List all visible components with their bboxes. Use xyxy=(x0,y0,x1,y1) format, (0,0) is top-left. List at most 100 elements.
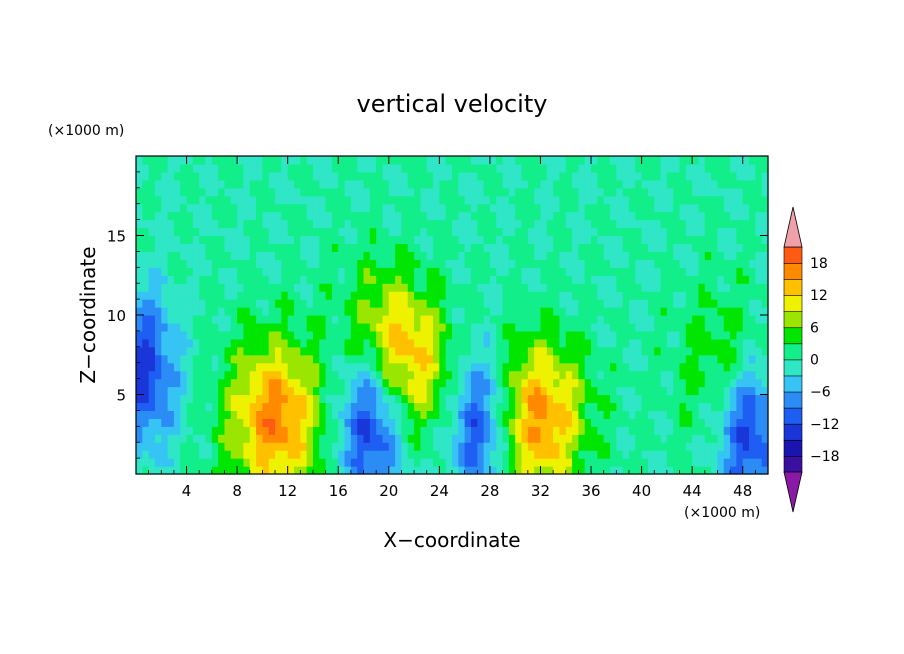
heatmap-cell xyxy=(508,195,516,205)
heatmap-cell xyxy=(616,179,624,189)
heatmap-cell xyxy=(502,402,510,411)
heatmap-cell xyxy=(603,187,611,197)
heatmap-cell xyxy=(161,267,169,276)
x-tick-label: 48 xyxy=(733,482,752,500)
heatmap-cell xyxy=(338,442,346,451)
heatmap-cell xyxy=(275,338,282,348)
heatmap-cell xyxy=(395,187,403,197)
heatmap-cell xyxy=(376,386,384,396)
heatmap-cell xyxy=(654,219,662,229)
heatmap-cell xyxy=(534,330,542,340)
heatmap-cell xyxy=(502,458,510,467)
heatmap-cell xyxy=(199,450,207,459)
heatmap-cell xyxy=(395,458,403,467)
heatmap-cell xyxy=(230,330,238,340)
heatmap-cell xyxy=(376,307,384,316)
heatmap-cell xyxy=(382,291,390,300)
heatmap-cell xyxy=(628,458,636,467)
heatmap-cell xyxy=(578,434,586,443)
heatmap-cell xyxy=(211,243,219,252)
heatmap-cell xyxy=(553,291,561,300)
heatmap-cell xyxy=(445,330,453,340)
heatmap-cell xyxy=(489,418,497,427)
heatmap-cell xyxy=(704,283,712,292)
heatmap-cell xyxy=(237,275,245,284)
heatmap-cell xyxy=(136,291,143,300)
heatmap-cell xyxy=(742,338,750,348)
colorbar-min-extension xyxy=(783,471,803,513)
heatmap-cell xyxy=(173,227,181,237)
heatmap-cell xyxy=(205,338,213,348)
heatmap-cell xyxy=(388,458,396,467)
heatmap-cell xyxy=(218,203,226,213)
heatmap-cell xyxy=(736,346,744,356)
heatmap-cell xyxy=(287,299,295,308)
heatmap-cell xyxy=(363,330,371,340)
heatmap-cell xyxy=(142,307,150,316)
heatmap-cell xyxy=(148,171,156,181)
heatmap-cell xyxy=(736,338,744,348)
heatmap-cell xyxy=(584,243,592,252)
heatmap-cell xyxy=(426,458,434,467)
heatmap-cell xyxy=(237,418,245,427)
heatmap-cell xyxy=(584,163,592,173)
heatmap-cell xyxy=(249,259,257,268)
heatmap-cell xyxy=(218,370,226,380)
heatmap-cell xyxy=(275,267,282,276)
heatmap-cell xyxy=(515,283,523,292)
heatmap-cell xyxy=(489,219,497,229)
heatmap-cell xyxy=(553,322,561,332)
heatmap-cell xyxy=(388,203,396,213)
heatmap-cell xyxy=(698,235,706,245)
heatmap-cell xyxy=(565,275,573,284)
heatmap-cell xyxy=(218,156,226,165)
heatmap-cell xyxy=(136,442,143,451)
colorbar-band xyxy=(783,359,803,377)
heatmap-cell xyxy=(540,362,548,372)
heatmap-cell xyxy=(534,219,542,229)
heatmap-cell xyxy=(540,299,548,308)
heatmap-cell xyxy=(458,338,466,348)
heatmap-cell xyxy=(458,259,466,268)
heatmap-cell xyxy=(534,466,542,475)
heatmap-cell xyxy=(553,203,561,213)
heatmap-cell xyxy=(610,394,617,404)
heatmap-cell xyxy=(755,163,763,173)
heatmap-cell xyxy=(527,458,535,467)
heatmap-cell xyxy=(464,219,472,229)
heatmap-cell xyxy=(142,211,150,221)
heatmap-cell xyxy=(344,219,352,229)
heatmap-cell xyxy=(338,434,346,443)
heatmap-cell xyxy=(433,275,440,284)
heatmap-cell xyxy=(622,291,630,300)
heatmap-cell xyxy=(237,307,245,316)
heatmap-cell xyxy=(515,434,523,443)
heatmap-cell xyxy=(603,171,611,181)
heatmap-cell xyxy=(685,346,693,356)
heatmap-cell xyxy=(154,322,162,332)
heatmap-cell xyxy=(496,386,504,396)
heatmap-cell xyxy=(167,251,175,260)
heatmap-cell xyxy=(477,251,485,260)
heatmap-cell xyxy=(268,354,276,364)
heatmap-cell xyxy=(704,362,712,372)
heatmap-cell xyxy=(477,156,485,165)
heatmap-cell xyxy=(546,362,554,372)
heatmap-cell xyxy=(186,171,194,181)
heatmap-cell xyxy=(136,338,143,348)
heatmap-cell xyxy=(287,187,295,197)
heatmap-cell xyxy=(597,259,605,268)
heatmap-cell xyxy=(376,259,384,268)
heatmap-cell xyxy=(660,466,668,475)
heatmap-cell xyxy=(167,163,175,173)
heatmap-cell xyxy=(502,346,510,356)
heatmap-cell xyxy=(755,267,763,276)
heatmap-cell xyxy=(704,203,712,213)
heatmap-cell xyxy=(692,211,700,221)
heatmap-cell xyxy=(603,195,611,205)
heatmap-cell xyxy=(622,235,630,245)
heatmap-cell xyxy=(755,179,763,189)
heatmap-cell xyxy=(673,418,681,427)
heatmap-cell xyxy=(167,267,175,276)
heatmap-cell xyxy=(755,346,763,356)
